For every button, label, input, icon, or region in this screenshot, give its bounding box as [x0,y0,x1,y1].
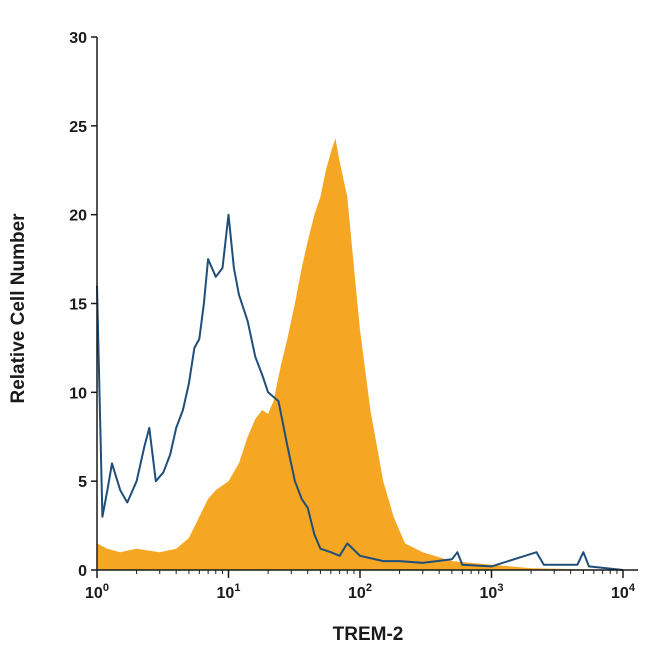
y-tick-label: 5 [78,474,87,491]
x-tick-label: 103 [480,582,504,602]
y-tick-label: 0 [78,563,87,580]
axes: 0 5 10 15 20 25 30 100 101 102 103 104 [69,30,638,602]
y-tick-label: 10 [69,385,87,402]
y-tick-label: 30 [69,30,87,47]
x-axis-title: TREM-2 [333,624,404,645]
y-tick-label: 20 [69,208,87,225]
y-axis-title: Relative Cell Number [8,213,29,404]
y-tick-label: 15 [69,297,87,314]
histogram-outline-series [96,213,624,571]
x-tick-label: 104 [611,582,636,602]
x-tick-label: 102 [348,582,372,602]
y-axis-ticks: 0 5 10 15 20 25 30 [69,30,97,580]
plot-area [96,138,624,571]
y-tick-label: 25 [69,119,87,136]
histogram-filled-series [97,138,623,571]
x-tick-label: 100 [85,582,109,602]
x-tick-label: 101 [217,582,241,602]
x-axis-ticks: 100 101 102 103 104 [85,570,636,602]
